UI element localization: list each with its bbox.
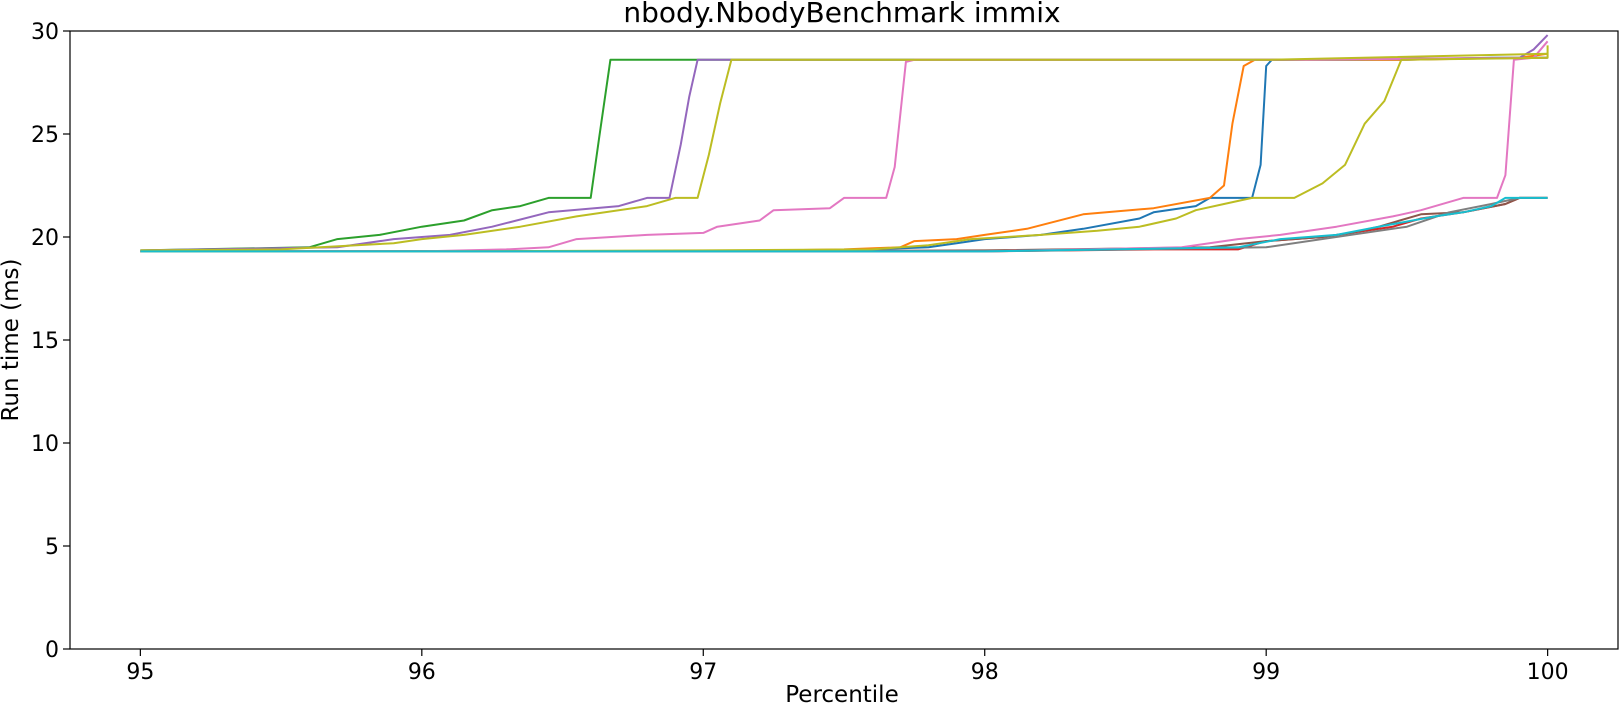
series-line-2 [140, 52, 1548, 253]
plot-lines [140, 34, 1549, 253]
series-line-5 [140, 34, 1549, 252]
x-axis-label: Percentile [785, 682, 898, 708]
series-line-6 [140, 196, 1548, 253]
y-axis: 0 5 10 15 20 25 30 [31, 20, 70, 663]
x-axis: 95 96 97 98 99 100 [126, 649, 1569, 685]
series-line-8 [140, 40, 1549, 253]
x-tick-label: 99 [1252, 660, 1280, 685]
series-line-4 [140, 196, 1548, 253]
series-line-10 [140, 52, 1548, 252]
y-tick-label: 20 [31, 226, 59, 251]
x-tick-label: 100 [1527, 660, 1569, 685]
y-tick-label: 15 [31, 329, 59, 354]
chart-title: nbody.NbodyBenchmark immix [623, 0, 1060, 29]
x-tick-label: 96 [408, 660, 436, 685]
x-tick-label: 98 [971, 660, 999, 685]
x-tick-label: 95 [126, 660, 154, 685]
y-tick-label: 10 [31, 432, 59, 457]
series-line-11 [140, 45, 1549, 253]
y-tick-label: 30 [31, 20, 59, 45]
y-axis-label: Run time (ms) [0, 258, 24, 421]
series-line-12 [140, 196, 1548, 253]
plot-frame [69, 30, 1619, 650]
series-line-7 [140, 56, 1548, 253]
y-tick-label: 25 [31, 123, 59, 148]
y-tick-label: 5 [45, 535, 59, 560]
series-line-3 [140, 56, 1548, 252]
series-line-1 [140, 56, 1548, 253]
y-tick-label: 0 [45, 638, 59, 663]
x-tick-label: 97 [689, 660, 717, 685]
series-line-9 [140, 196, 1548, 253]
